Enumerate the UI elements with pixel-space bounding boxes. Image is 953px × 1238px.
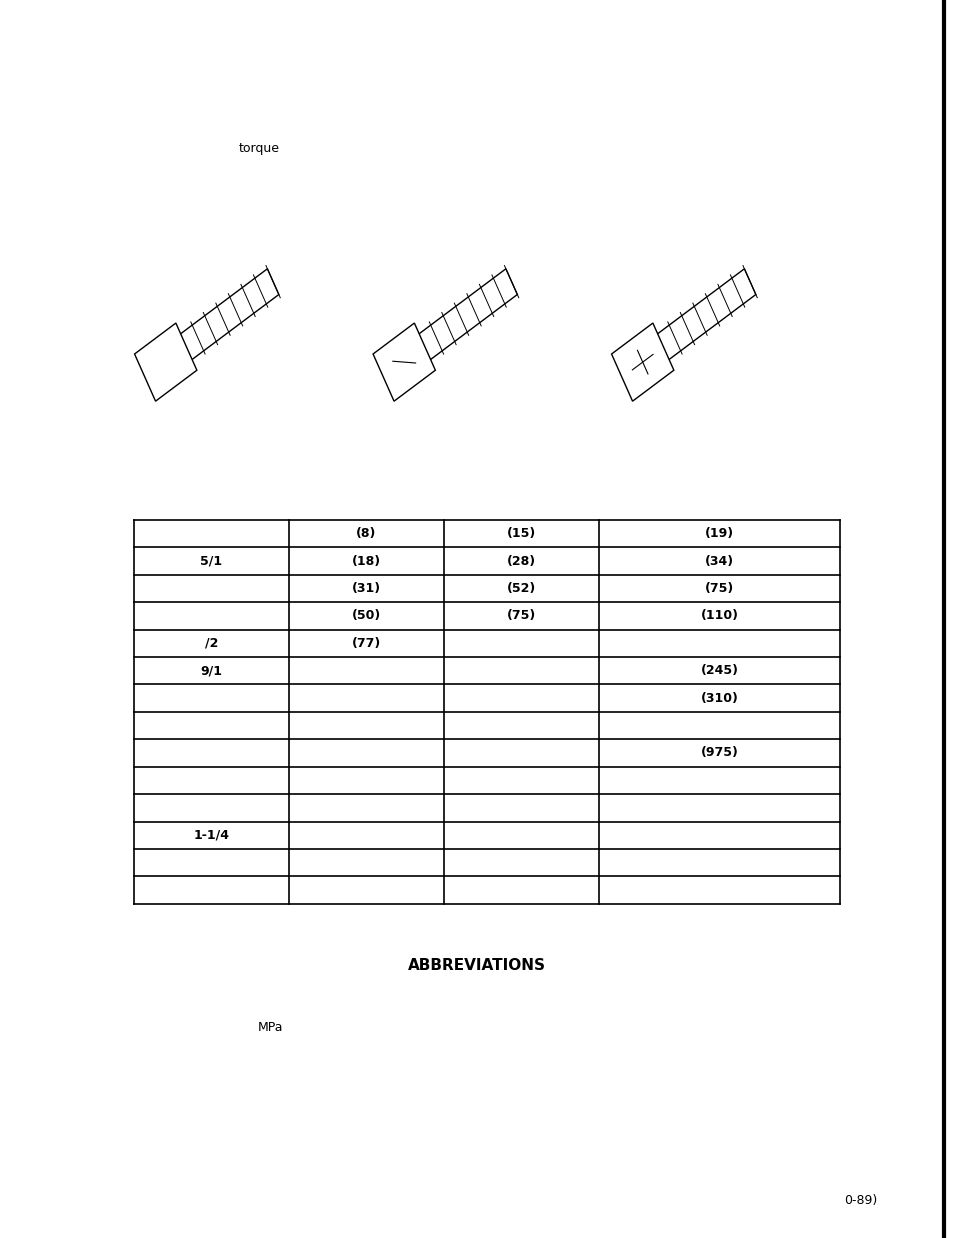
Text: (75): (75) <box>507 609 536 623</box>
Text: (34): (34) <box>704 555 733 567</box>
Text: (8): (8) <box>356 527 376 540</box>
Text: (50): (50) <box>352 609 381 623</box>
Text: (31): (31) <box>352 582 380 595</box>
Polygon shape <box>134 323 196 401</box>
Text: (52): (52) <box>507 582 536 595</box>
Text: /2: /2 <box>204 636 217 650</box>
Text: 9/1: 9/1 <box>200 665 222 677</box>
Text: (28): (28) <box>507 555 536 567</box>
Text: (310): (310) <box>700 692 738 704</box>
Polygon shape <box>611 323 673 401</box>
Text: 1-1/4: 1-1/4 <box>193 828 229 842</box>
Text: (18): (18) <box>352 555 380 567</box>
Polygon shape <box>373 323 435 401</box>
Text: (15): (15) <box>507 527 536 540</box>
Text: 5/1: 5/1 <box>200 555 222 567</box>
Text: MPa: MPa <box>257 1021 283 1034</box>
Text: (245): (245) <box>700 665 738 677</box>
Text: ABBREVIATIONS: ABBREVIATIONS <box>408 958 545 973</box>
Text: (19): (19) <box>704 527 733 540</box>
Text: (77): (77) <box>352 636 381 650</box>
Text: torque: torque <box>238 142 279 155</box>
Text: (975): (975) <box>700 747 738 759</box>
Text: 0-89): 0-89) <box>843 1195 877 1207</box>
Text: (75): (75) <box>704 582 734 595</box>
Text: (110): (110) <box>700 609 738 623</box>
